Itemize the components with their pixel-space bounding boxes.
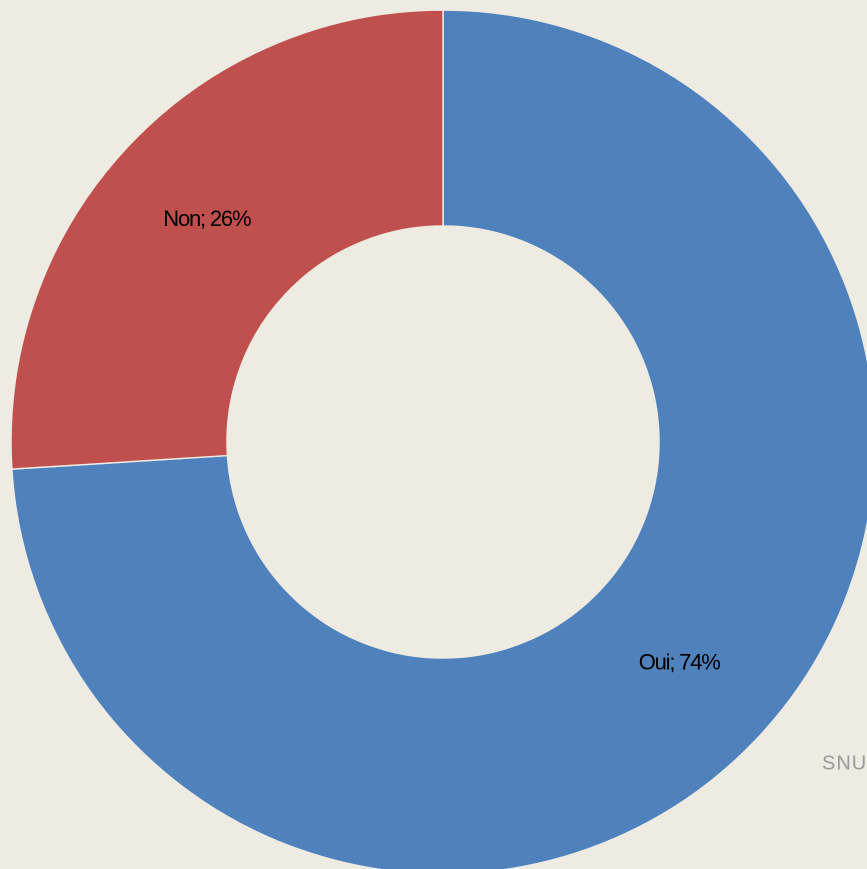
donut-slice [11,9,867,869]
donut-slice [10,9,444,470]
data-label: Oui; 74% [639,650,721,675]
data-label: Non; 26% [163,206,251,231]
footer: SNU [822,752,867,774]
